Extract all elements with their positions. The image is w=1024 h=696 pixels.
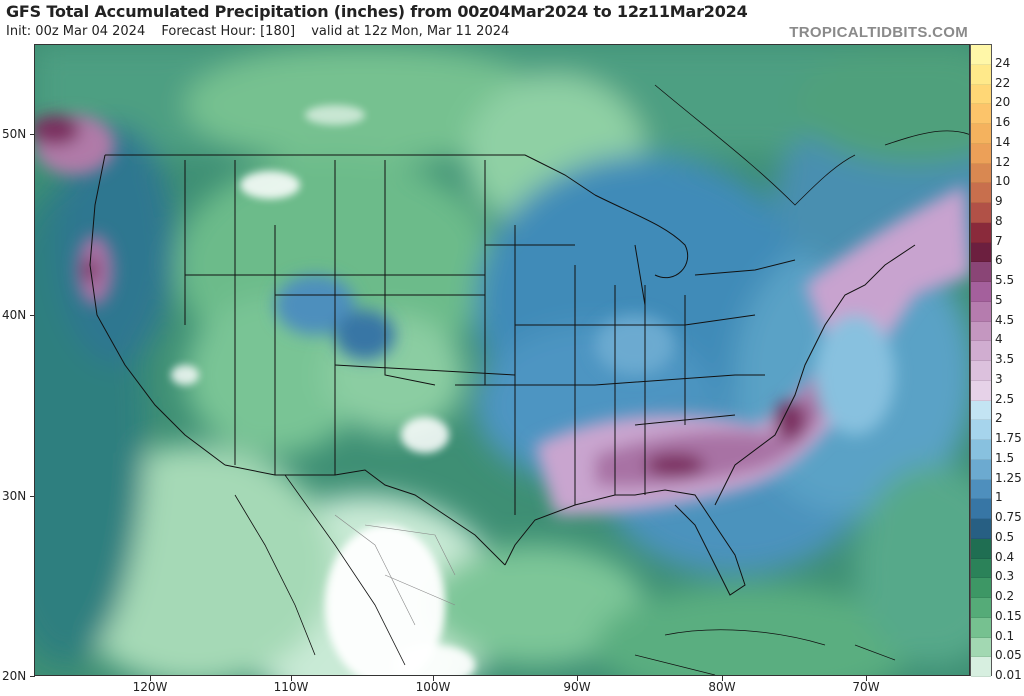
colorbar-label: 1.75 — [995, 431, 1022, 445]
lat-tick — [30, 676, 35, 677]
colorbar-label: 0.4 — [995, 549, 1015, 564]
lon-label-110w: 110W — [273, 680, 309, 694]
map-title: GFS Total Accumulated Precipitation (inc… — [6, 2, 748, 21]
forecast-hour: Forecast Hour: [180] — [161, 24, 296, 39]
lon-label-90w: 90W — [563, 680, 591, 694]
lat-tick — [30, 134, 35, 135]
colorbar-swatch — [971, 183, 991, 203]
colorbar-swatch — [971, 282, 991, 302]
colorbar-swatch — [971, 578, 991, 598]
lon-tick — [150, 676, 151, 681]
colorbar-label: 16 — [995, 115, 1011, 129]
colorbar-label: 0.5 — [995, 529, 1015, 544]
colorbar-swatch — [971, 242, 991, 263]
colorbar-swatch — [971, 420, 991, 440]
map-canvas — [35, 45, 969, 675]
colorbar-swatch — [971, 321, 991, 342]
colorbar-swatch — [971, 143, 991, 164]
colorbar-swatch — [971, 637, 991, 658]
init-time: Init: 00z Mar 04 2024 — [6, 24, 146, 39]
colorbar-label: 24 — [995, 55, 1011, 70]
lat-label-50n: 50N — [2, 127, 27, 141]
colorbar-swatch — [971, 361, 991, 381]
colorbar-label: 0.3 — [995, 569, 1015, 584]
colorbar-swatch — [971, 84, 991, 105]
map-subtitle: Init: 00z Mar 04 2024 Forecast Hour: [18… — [6, 24, 521, 39]
lon-label-80w: 80W — [708, 680, 736, 694]
colorbar-swatch — [971, 598, 991, 618]
colorbar-swatch — [971, 104, 991, 124]
colorbar-label: 1.5 — [995, 450, 1015, 465]
colorbar-swatch — [971, 301, 991, 322]
lat-label-30n: 30N — [2, 489, 27, 503]
colorbar-label: 3 — [995, 371, 1003, 386]
colorbar-swatch — [971, 479, 991, 500]
colorbar-label: 3.5 — [995, 352, 1015, 366]
lon-label-100w: 100W — [415, 680, 451, 694]
colorbar-label: 22 — [995, 75, 1011, 90]
colorbar-swatch — [971, 519, 991, 539]
coastlines — [234, 84, 969, 675]
colorbar-swatch — [971, 558, 991, 579]
lat-tick — [30, 496, 35, 497]
lon-tick — [291, 676, 292, 681]
colorbar-label: 20 — [995, 95, 1011, 110]
precip-heavy-bands — [35, 115, 969, 515]
colorbar-swatch — [971, 459, 991, 480]
colorbar-label: 0.05 — [995, 648, 1022, 663]
lat-tick — [30, 315, 35, 316]
colorbar-label: 0.15 — [995, 608, 1022, 623]
lat-label-40n: 40N — [2, 308, 27, 322]
state-boundaries — [89, 154, 916, 596]
colorbar-label: 2.5 — [995, 391, 1015, 406]
lon-label-70w: 70W — [852, 680, 880, 694]
colorbar-label: 4 — [995, 332, 1003, 347]
brand-watermark: TROPICALTIDBITS.COM — [789, 24, 968, 41]
colorbar-label: 9 — [995, 194, 1003, 208]
colorbar-label: 5 — [995, 292, 1003, 307]
lon-tick — [433, 676, 434, 681]
lon-tick — [722, 676, 723, 681]
colorbar-label: 5.5 — [995, 273, 1015, 287]
colorbar-label: 1 — [995, 490, 1003, 505]
colorbar-swatch — [971, 203, 991, 223]
colorbar-label: 12 — [995, 154, 1011, 169]
lon-tick — [577, 676, 578, 681]
colorbar-swatch — [971, 262, 991, 282]
colorbar-swatch — [971, 45, 991, 65]
colorbar-label: 6 — [995, 253, 1003, 268]
colorbar-swatch — [971, 163, 991, 184]
colorbar-swatch — [971, 538, 991, 559]
colorbar-label: 2 — [995, 411, 1003, 426]
colorbar-swatch — [971, 499, 991, 519]
colorbar-label: 14 — [995, 134, 1011, 149]
colorbar-swatch — [971, 657, 991, 677]
precipitation-map[interactable] — [34, 44, 970, 676]
colorbar-swatch — [971, 64, 991, 85]
colorbar-swatch — [971, 400, 991, 421]
colorbar-label: 7 — [995, 233, 1003, 248]
lon-tick — [866, 676, 867, 681]
mexico-states — [334, 514, 456, 626]
colorbar-swatch — [971, 440, 991, 460]
colorbar-label: 4.5 — [995, 312, 1015, 327]
lat-label-20n: 20N — [2, 669, 27, 683]
colorbar-label: 0.2 — [995, 589, 1015, 603]
colorbar-swatch — [971, 380, 991, 401]
lon-label-120w: 120W — [132, 680, 168, 694]
colorbar-swatch — [971, 617, 991, 638]
colorbar-label: 1.25 — [995, 470, 1022, 485]
valid-time: valid at 12z Mon, Mar 11 2024 — [311, 24, 510, 39]
colorbar-label: 8 — [995, 213, 1003, 228]
colorbar-label: 0.01 — [995, 668, 1022, 682]
colorbar-label: 0.1 — [995, 628, 1015, 643]
colorbar-swatch — [971, 124, 991, 144]
precip-colorbar — [970, 44, 992, 677]
dry-patches — [171, 105, 475, 675]
colorbar-swatch — [971, 341, 991, 361]
colorbar-label: 10 — [995, 174, 1011, 189]
colorbar-label: 0.75 — [995, 510, 1022, 524]
colorbar-swatch — [971, 222, 991, 243]
